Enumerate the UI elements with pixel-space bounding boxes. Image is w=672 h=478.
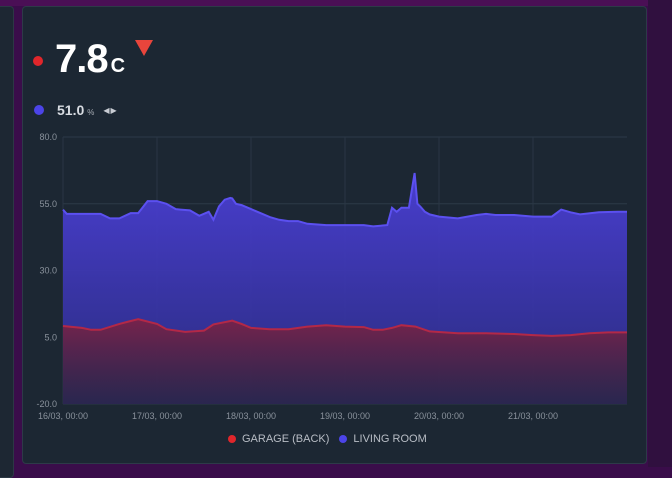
primary-reading: 7.8 C — [33, 37, 154, 81]
adjacent-card-left — [0, 6, 14, 478]
legend-dot-living-room — [339, 435, 348, 443]
chart-areas — [62, 172, 627, 404]
legend-dot-garage — [228, 435, 236, 443]
legend-label-garage: GARAGE (BACK) — [242, 433, 330, 445]
primary-value: 7.8 — [55, 37, 109, 81]
left-right-arrows-icon: ◀▶ — [103, 105, 118, 115]
x-tick-label: 16/03, 00:00 — [38, 411, 88, 421]
legend-item-garage[interactable]: GARAGE (BACK) — [228, 433, 329, 445]
y-tick-label: 80.0 — [39, 132, 57, 142]
y-tick-label: -20.0 — [36, 399, 57, 409]
x-tick-label: 19/03, 00:00 — [320, 411, 370, 421]
chart-legend: GARAGE (BACK) LIVING ROOM — [228, 433, 437, 445]
down-arrow-icon — [135, 40, 154, 56]
primary-unit: C — [110, 55, 126, 77]
living-room-series-line — [62, 172, 627, 228]
y-tick-label: 5.0 — [44, 332, 57, 342]
y-tick-label: 55.0 — [39, 199, 57, 209]
sensor-chart-card[interactable]: 7.8 C 51.0 % ◀▶ 80.0 55.0 30.0 5.0 -20.0 16/… — [22, 6, 647, 464]
legend-label-living-room: LIVING ROOM — [353, 433, 427, 445]
garage-indicator-dot — [33, 56, 43, 66]
legend-item-living-room[interactable]: LIVING ROOM — [339, 433, 427, 445]
secondary-unit: % — [87, 107, 95, 117]
background-top-strip — [0, 0, 672, 6]
living-room-indicator-dot — [34, 105, 44, 115]
secondary-reading: 51.0 % ◀▶ — [34, 102, 118, 118]
x-tick-label: 21/03, 00:00 — [508, 411, 558, 421]
y-axis-ticks: 80.0 55.0 30.0 5.0 -20.0 — [36, 132, 57, 409]
x-tick-label: 18/03, 00:00 — [226, 411, 276, 421]
x-axis-ticks: 16/03, 00:00 17/03, 00:00 18/03, 00:00 19/0… — [38, 411, 558, 421]
x-tick-label: 20/03, 00:00 — [414, 411, 464, 421]
garage-series-line — [62, 318, 627, 337]
x-tick-label: 17/03, 00:00 — [132, 411, 182, 421]
background-right-strip — [648, 0, 672, 467]
secondary-value: 51.0 — [57, 102, 85, 118]
garage-series-area — [63, 319, 627, 404]
y-tick-label: 30.0 — [39, 266, 57, 276]
history-chart[interactable]: 80.0 55.0 30.0 5.0 -20.0 16/03, 00:00 17/03, … — [23, 7, 648, 427]
